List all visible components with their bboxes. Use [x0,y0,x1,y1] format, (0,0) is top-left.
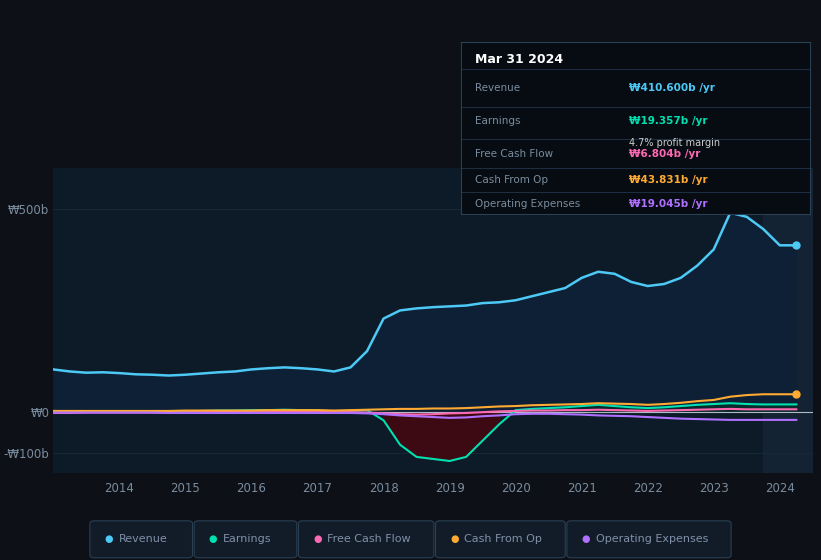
Text: ●: ● [104,534,113,544]
Text: ₩19.045b /yr: ₩19.045b /yr [629,199,708,209]
Text: Free Cash Flow: Free Cash Flow [475,149,553,159]
Text: Cash From Op: Cash From Op [475,175,548,185]
Text: ●: ● [209,534,218,544]
Text: ●: ● [581,534,590,544]
Bar [764,168,813,473]
Text: Earnings: Earnings [475,116,521,127]
Text: ₩43.831b /yr: ₩43.831b /yr [629,175,708,185]
Text: Revenue: Revenue [118,534,167,544]
Text: Earnings: Earnings [222,534,272,544]
Text: ₩6.804b /yr: ₩6.804b /yr [629,149,700,159]
Text: Cash From Op: Cash From Op [465,534,542,544]
Text: Revenue: Revenue [475,83,521,93]
Text: Operating Expenses: Operating Expenses [596,534,708,544]
Text: ●: ● [313,534,322,544]
Text: Mar 31 2024: Mar 31 2024 [475,53,563,66]
Text: 4.7% profit margin: 4.7% profit margin [629,138,720,148]
Text: ●: ● [450,534,459,544]
Text: Operating Expenses: Operating Expenses [475,199,580,209]
Text: ₩19.357b /yr: ₩19.357b /yr [629,116,708,127]
Text: Free Cash Flow: Free Cash Flow [327,534,410,544]
Text: ₩410.600b /yr: ₩410.600b /yr [629,83,715,93]
